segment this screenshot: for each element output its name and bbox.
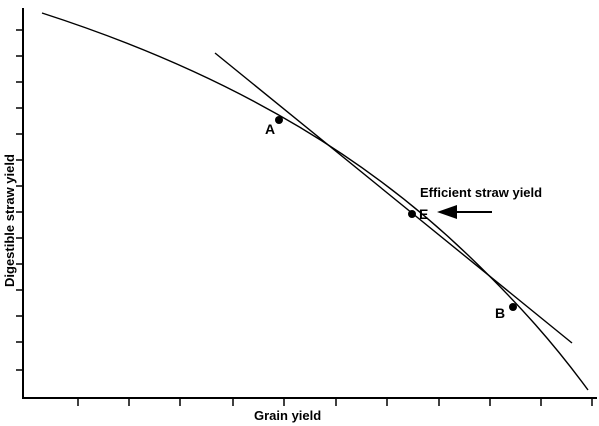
point-b-marker — [509, 303, 517, 311]
annotation-arrow — [437, 205, 492, 219]
x-axis-label: Grain yield — [254, 408, 321, 423]
point-a-label: A — [265, 121, 275, 137]
point-a-marker — [275, 116, 283, 124]
frontier-curve — [41, 12, 589, 391]
y-axis-ticks — [16, 29, 23, 371]
arrow-left-icon — [437, 205, 457, 219]
point-e-marker — [408, 210, 416, 218]
point-b-label: B — [495, 305, 505, 321]
tangent-line — [214, 52, 573, 344]
x-axis-ticks — [77, 398, 593, 406]
y-axis-label: Digestible straw yield — [2, 154, 17, 287]
efficient-straw-yield-annotation: Efficient straw yield — [420, 185, 542, 200]
point-e-label: E — [419, 206, 428, 222]
